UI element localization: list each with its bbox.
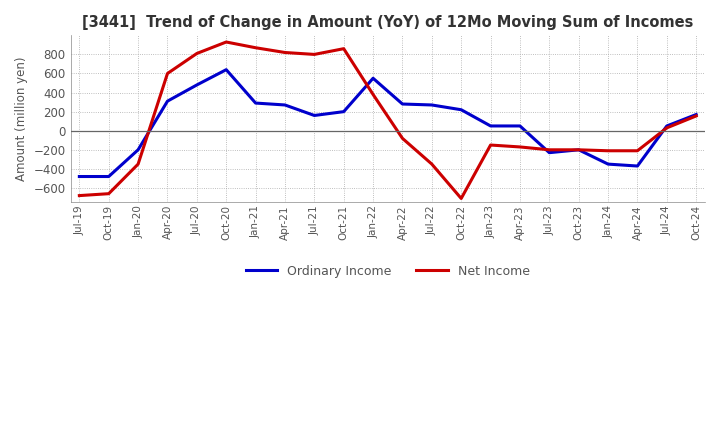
Ordinary Income [692,112,701,117]
Ordinary Income [575,147,583,152]
Net Income [369,92,377,97]
Ordinary Income [369,76,377,81]
Net Income [281,50,289,55]
Net Income [545,147,554,152]
Net Income [104,191,113,196]
Ordinary Income [281,103,289,108]
Ordinary Income [192,82,201,88]
Line: Ordinary Income: Ordinary Income [79,70,696,176]
Y-axis label: Amount (million yen): Amount (million yen) [15,57,28,181]
Net Income [163,71,172,76]
Ordinary Income [486,123,495,128]
Title: [3441]  Trend of Change in Amount (YoY) of 12Mo Moving Sum of Incomes: [3441] Trend of Change in Amount (YoY) o… [82,15,693,30]
Net Income [633,148,642,154]
Net Income [310,52,319,57]
Legend: Ordinary Income, Net Income: Ordinary Income, Net Income [240,260,535,283]
Ordinary Income [662,123,671,128]
Ordinary Income [75,174,84,179]
Ordinary Income [134,147,143,152]
Ordinary Income [633,163,642,169]
Net Income [134,161,143,167]
Net Income [662,125,671,131]
Net Income [222,39,230,44]
Ordinary Income [398,101,407,106]
Ordinary Income [545,150,554,155]
Net Income [516,144,524,150]
Net Income [457,196,466,201]
Ordinary Income [310,113,319,118]
Ordinary Income [604,161,613,167]
Net Income [428,161,436,167]
Ordinary Income [457,107,466,112]
Net Income [486,143,495,148]
Ordinary Income [251,100,260,106]
Net Income [604,148,613,154]
Net Income [398,136,407,141]
Ordinary Income [104,174,113,179]
Net Income [692,114,701,119]
Ordinary Income [222,67,230,72]
Ordinary Income [339,109,348,114]
Net Income [339,46,348,51]
Ordinary Income [428,103,436,108]
Line: Net Income: Net Income [79,42,696,198]
Ordinary Income [516,123,524,128]
Net Income [75,193,84,198]
Net Income [575,147,583,152]
Ordinary Income [163,99,172,104]
Net Income [192,51,201,56]
Net Income [251,45,260,50]
